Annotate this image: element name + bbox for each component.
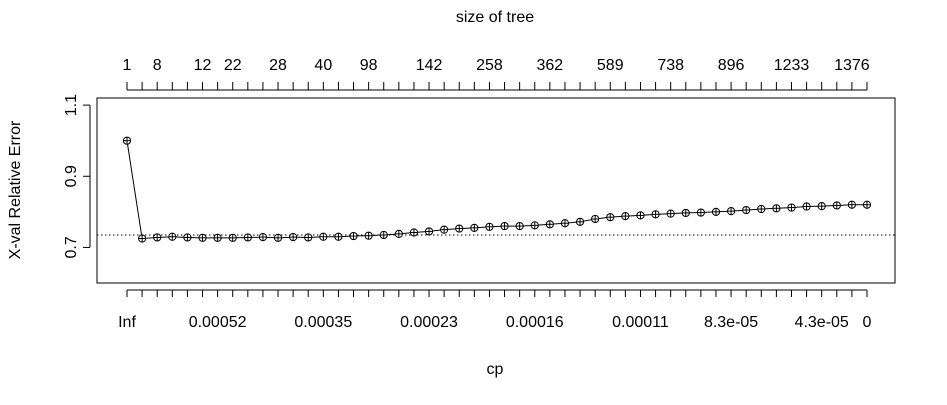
plot-frame (96, 97, 896, 284)
top-tick-label: 142 (416, 57, 443, 74)
top-tick-label: 362 (537, 57, 564, 74)
top-tick-label: 1376 (834, 57, 870, 74)
top-tick-label: 12 (194, 57, 212, 74)
top-tick-label: 589 (597, 57, 624, 74)
bottom-tick-label: 4.3e-05 (795, 314, 849, 331)
top-tick-label: 40 (314, 57, 332, 74)
x-axis-label: cp (487, 361, 504, 378)
top-tick-label: 1 (123, 57, 132, 74)
bottom-tick-label: 0 (863, 314, 872, 331)
bottom-tick-label: 0.00016 (506, 314, 564, 331)
plot-layer: 0.7 0.9 1.1 Inf 0.00052 0.00035 0.00023 0.00016… (63, 57, 896, 331)
series-line (126, 140, 867, 240)
bottom-tick-label: 0.00035 (294, 314, 352, 331)
top-tick-label: 8 (153, 57, 162, 74)
y-axis-label: X-val Relative Error (7, 120, 24, 259)
top-tick-label: 98 (360, 57, 378, 74)
y-tick-label: 0.9 (63, 165, 80, 187)
top-tick-label: 738 (657, 57, 684, 74)
bottom-tick-label: 8.3e-05 (704, 314, 758, 331)
bottom-tick-label: 0.00011 (612, 314, 669, 331)
top-tick-label: 258 (476, 57, 503, 74)
y-tick-label: 0.7 (63, 236, 80, 258)
top-axis-label: size of tree (456, 9, 534, 26)
top-tick-label: 896 (718, 57, 745, 74)
top-tick-label: 1233 (774, 57, 810, 74)
top-tick-label: 22 (224, 57, 242, 74)
bottom-tick-label: Inf (118, 314, 136, 331)
bottom-tick-label: 0.00052 (189, 314, 247, 331)
y-tick-label: 1.1 (63, 94, 80, 116)
bottom-tick-label: 0.00023 (400, 314, 458, 331)
top-tick-label: 28 (269, 57, 287, 74)
